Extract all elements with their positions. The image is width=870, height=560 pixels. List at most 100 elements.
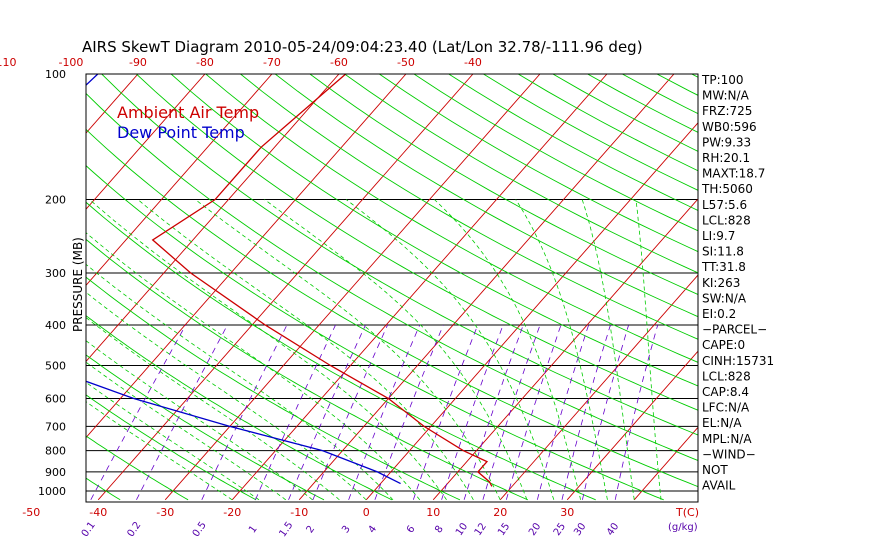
bottom-temp-unit-label: T(C)	[675, 506, 699, 519]
stability-index-item: TT:31.8	[701, 260, 746, 274]
mixing-ratio-label: 1.5	[277, 520, 295, 539]
chart-title: AIRS SkewT Diagram 2010-05-24/09:04:23.4…	[82, 38, 643, 56]
isotherm-line	[97, 74, 474, 501]
isotherm-line	[365, 122, 698, 501]
mixing-ratio-label: 8	[433, 524, 446, 536]
top-temp-tick-label: -60	[330, 56, 348, 69]
series-line-ambient-air-temp	[151, 74, 493, 487]
top-temp-tick-label: -40	[464, 56, 482, 69]
stability-index-item: TP:100	[701, 73, 744, 87]
stability-index-item: LCL:828	[702, 369, 751, 383]
legend-entry-ambient-air-temp: Ambient Air Temp	[117, 103, 259, 122]
dry-adiabat-line	[656, 74, 698, 96]
mixing-ratio-label: 6	[405, 524, 418, 536]
isotherm-line	[0, 74, 4, 500]
mixing-ratio-label: 0.1	[80, 520, 98, 539]
bottom-temp-tick-label: -50	[22, 506, 40, 519]
top-temp-tick-label: -70	[263, 56, 281, 69]
moist-adiabat-line	[345, 199, 555, 500]
bottom-temp-tick-label: -30	[156, 506, 174, 519]
mixing-ratio-label: 20	[527, 521, 543, 538]
moist-adiabat-line	[86, 381, 260, 501]
mixing-ratio-line	[441, 324, 504, 500]
mixing-ratio-line	[255, 324, 336, 500]
plot-frame	[85, 73, 699, 503]
stability-index-item: LFC:N/A	[702, 401, 750, 415]
stability-index-item: MW:N/A	[702, 89, 750, 103]
mixing-ratio-label: 10	[454, 521, 470, 538]
stability-index-item: PW:9.33	[702, 135, 751, 149]
bottom-temp-tick-label: 10	[426, 506, 440, 519]
dry-adiabat-line	[86, 92, 698, 462]
stability-index-item: MPL:N/A	[702, 432, 752, 446]
moist-adiabat-line	[581, 199, 635, 500]
dry-adiabat-line	[274, 74, 698, 318]
dry-adiabat-line	[170, 74, 698, 387]
dry-adiabat-line	[136, 74, 698, 411]
bottom-temp-tick-label: -20	[223, 506, 241, 519]
mixing-ratio-line	[482, 324, 541, 500]
top-temp-tick-label: -80	[196, 56, 214, 69]
top-temp-tick-label: -110	[0, 56, 16, 69]
moist-adiabat-line	[635, 199, 662, 500]
dry-adiabat-line	[344, 74, 698, 274]
bottom-temp-tick-label: 30	[560, 506, 574, 519]
moist-adiabat-line	[86, 263, 394, 501]
dry-adiabat-line	[86, 238, 528, 501]
isotherm-line	[499, 274, 698, 501]
mixing-ratio-line	[505, 324, 562, 500]
dry-adiabat-line	[86, 201, 596, 501]
moist-adiabat-line	[195, 199, 501, 500]
dry-adiabat-line	[86, 354, 325, 501]
mixing-ratio-label: 30	[572, 521, 588, 538]
stability-index-item: RH:20.1	[702, 151, 750, 165]
isotherm-line	[231, 74, 608, 501]
mixing-ratio-label: 40	[605, 521, 621, 538]
mixing-ratio-label: 1	[247, 524, 260, 536]
bottom-temp-tick-label: 20	[493, 506, 507, 519]
mixing-ratio-label: 15	[496, 521, 512, 538]
moist-adiabat-line	[86, 232, 421, 501]
isotherm-line	[768, 74, 870, 500]
stability-index-item: −PARCEL−	[702, 323, 767, 337]
pressure-tick-label: 500	[45, 359, 66, 372]
pressure-tick-label: 800	[45, 445, 66, 458]
moist-adiabat-line	[86, 401, 233, 501]
stability-index-item: SI:11.8	[702, 245, 744, 259]
dry-adiabat-line	[379, 74, 698, 253]
dry-adiabat-line	[86, 315, 393, 501]
isotherm-line	[633, 426, 698, 501]
mixing-ratio-label: 3	[340, 524, 353, 536]
isotherm-line	[86, 74, 206, 210]
mixing-ratio-line	[90, 324, 187, 500]
series-line-dew-point-temp	[86, 74, 401, 485]
stability-index-item: EI:0.2	[702, 307, 736, 321]
stability-index-item: EL:N/A	[702, 416, 742, 430]
dry-adiabat-line	[205, 74, 698, 363]
mixing-ratio-line	[582, 324, 629, 500]
pressure-tick-label: 400	[45, 319, 66, 332]
stability-index-item: CINH:15731	[702, 354, 774, 368]
moist-adiabat-line	[86, 361, 287, 501]
stability-index-item: WB0:596	[702, 120, 757, 134]
y-axis-label: PRESSURE (MB)	[71, 237, 85, 332]
mixing-ratio-label: 0.5	[191, 520, 209, 539]
pressure-tick-label: 1000	[38, 485, 66, 498]
pressure-tick-label: 700	[45, 420, 66, 433]
mixing-ratio-line	[614, 324, 659, 500]
isotherm-line	[86, 74, 407, 439]
pressure-tick-label: 900	[45, 466, 66, 479]
stability-index-item: CAP:8.4	[702, 385, 749, 399]
stability-index-item: AVAIL	[702, 479, 736, 493]
dry-adiabat-line	[309, 74, 698, 295]
moist-adiabat-line	[89, 199, 447, 501]
stability-index-item: MAXT:18.7	[702, 167, 765, 181]
dry-adiabat-line	[101, 74, 698, 436]
bottom-temp-tick-label: -10	[290, 506, 308, 519]
dry-adiabat-line	[86, 276, 461, 501]
pressure-tick-label: 600	[45, 392, 66, 405]
stability-index-item: LI:9.7	[702, 229, 735, 243]
mixing-ratio-line	[374, 324, 444, 500]
